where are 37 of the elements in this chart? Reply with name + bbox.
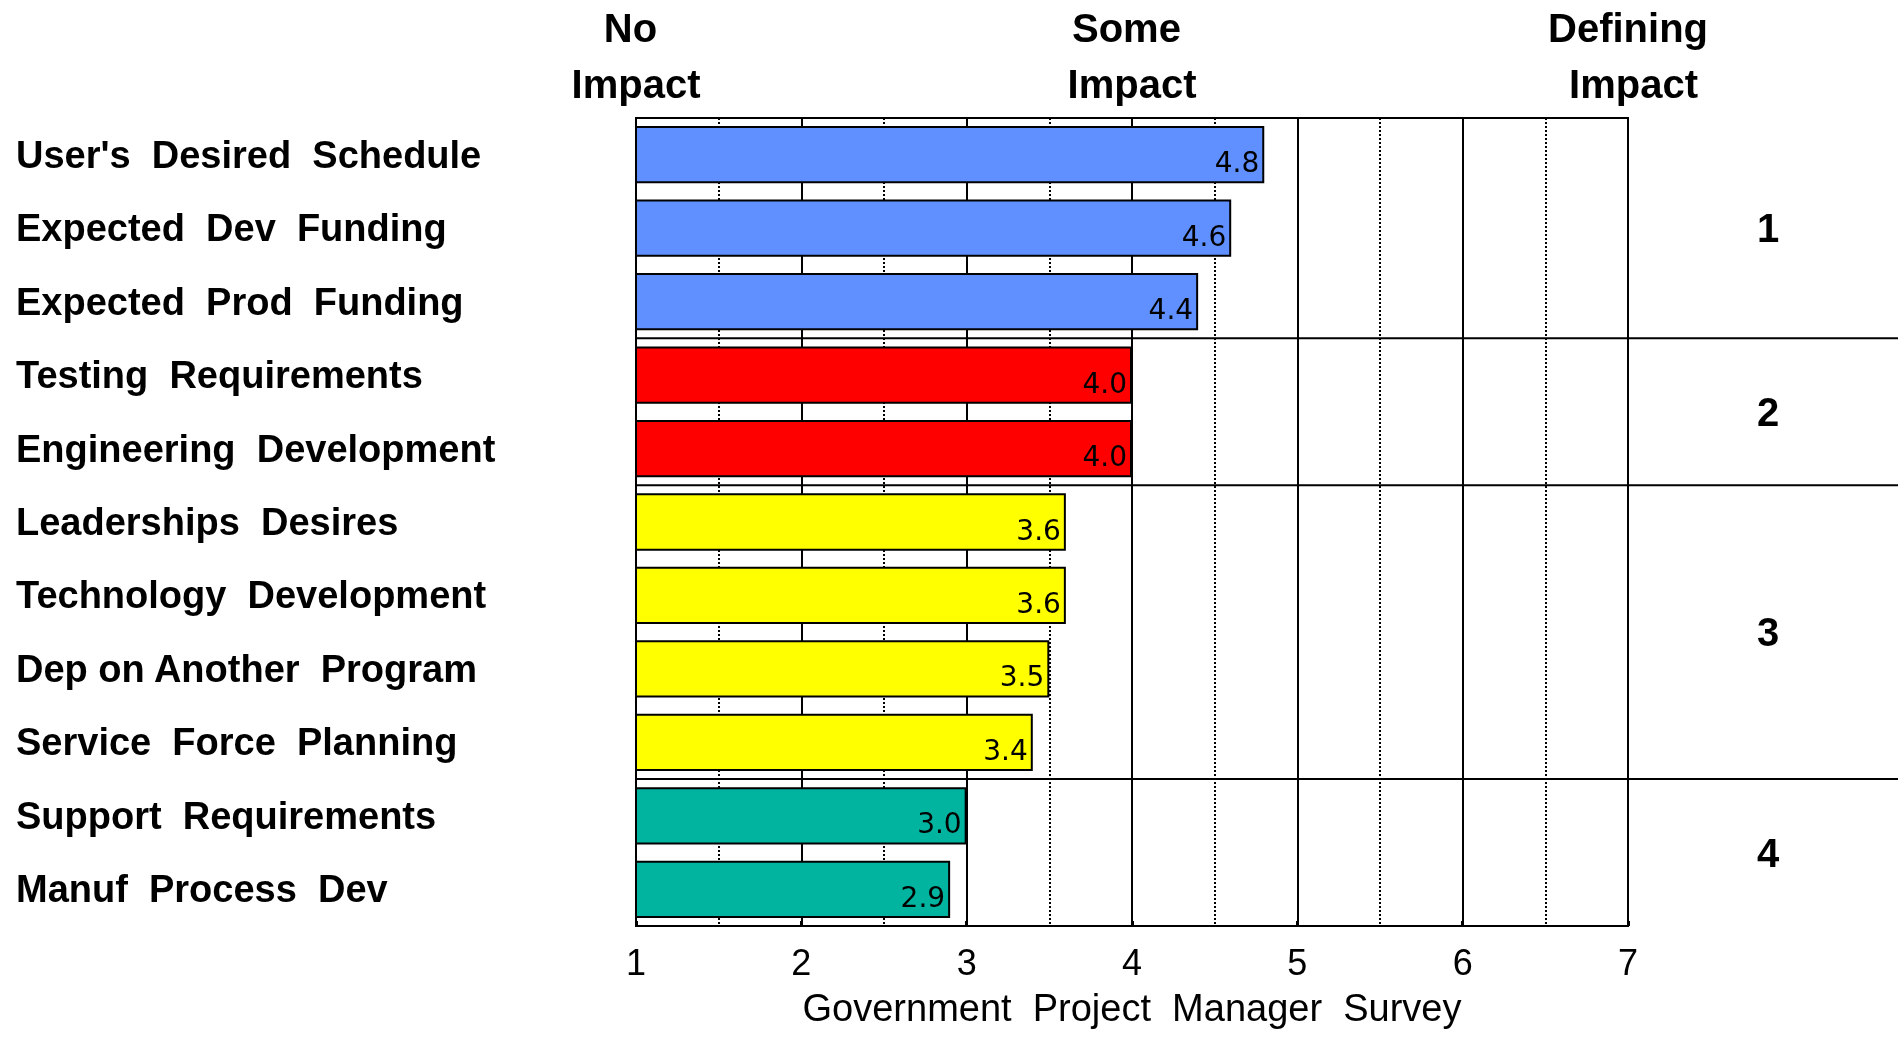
text: Defining Impact <box>1548 6 1708 106</box>
data-label: 3.6 <box>1016 586 1061 620</box>
y-tick-label: Expected Dev Funding <box>16 207 447 250</box>
data-label: 2.9 <box>900 880 946 914</box>
data-label: 3.5 <box>999 660 1045 694</box>
y-tick-label: Expected Prod Funding <box>16 280 464 323</box>
x-tick-label: 1 <box>625 941 647 983</box>
text: 2 <box>1756 389 1780 434</box>
y-tick-label: Engineering Development <box>16 427 496 470</box>
y-tick-label: Testing Requirements <box>16 354 423 397</box>
text: Some Impact <box>1067 6 1197 106</box>
y-tick-label: Manuf Process Dev <box>16 868 388 911</box>
text: 4 <box>1756 830 1780 875</box>
data-label: 3.4 <box>983 733 1028 767</box>
x-tick-label: 4 <box>1121 941 1143 983</box>
y-tick-label: User's Desired Schedule <box>16 133 482 176</box>
y-tick-label: Leaderships Desires <box>16 501 399 543</box>
data-label: 4.0 <box>1082 440 1127 474</box>
x-tick-label: 2 <box>791 941 812 983</box>
x-tick-label: 5 <box>1287 941 1308 983</box>
y-tick-label: Service Force Planning <box>16 721 458 764</box>
data-label: 3.6 <box>1016 513 1061 547</box>
data-label: 3.0 <box>917 807 962 841</box>
y-tick-label: Dep on Another Program <box>16 647 477 690</box>
x-tick-label: 6 <box>1452 941 1473 983</box>
text: 1 <box>1756 206 1780 251</box>
data-label: 4.6 <box>1181 219 1227 253</box>
x-tick-label: 7 <box>1617 941 1639 983</box>
data-label: 4.0 <box>1082 366 1127 400</box>
y-tick-label: Support Requirements <box>16 794 437 837</box>
text: 3 <box>1756 610 1780 655</box>
text: No Impact <box>571 6 701 106</box>
x-axis-title: Government Project Manager Survey <box>802 986 1462 1029</box>
x-tick-label: 3 <box>956 941 977 983</box>
data-label: 4.4 <box>1148 293 1194 327</box>
data-label: 4.8 <box>1214 146 1260 180</box>
y-tick-label: Technology Development <box>16 574 487 617</box>
